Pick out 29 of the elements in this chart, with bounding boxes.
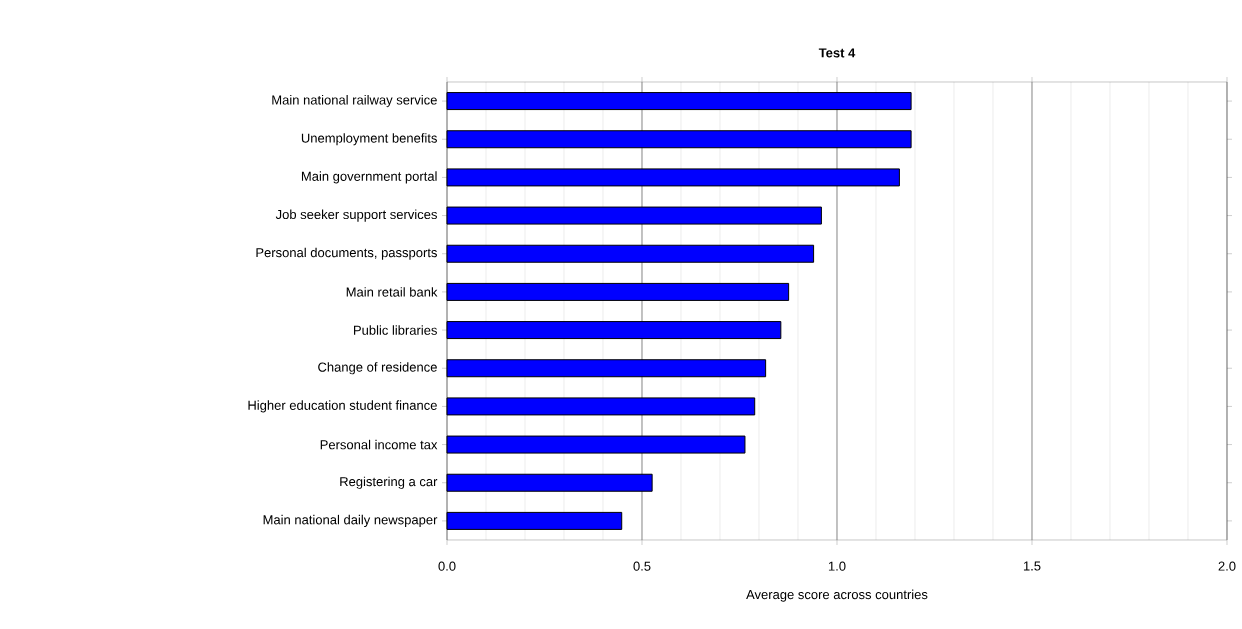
bar <box>446 473 653 492</box>
y-tick-label: Job seeker support services <box>275 209 437 222</box>
bar <box>446 282 790 301</box>
x-tick-label: 1.5 <box>1023 561 1041 571</box>
y-tick-label: Main retail bank <box>346 287 438 297</box>
x-tick-label: 2.0 <box>1218 561 1236 571</box>
y-tick-label: Main national railway service <box>272 95 437 108</box>
x-tick-label: 1.0 <box>828 561 846 571</box>
y-tick-label: Public libraries <box>354 325 437 335</box>
y-tick-label: Main national daily newspaper <box>263 514 438 527</box>
bar <box>446 359 767 378</box>
y-tick-label: Main government portal <box>301 171 437 184</box>
x-axis-title: Average score across countries <box>746 589 928 602</box>
x-tick-label: 0.0 <box>438 561 456 571</box>
y-tick-label: Higher education student finance <box>248 400 437 413</box>
chart-title: Test 4 <box>818 48 856 58</box>
bar <box>446 321 782 340</box>
bar <box>446 397 756 416</box>
bar <box>446 244 815 263</box>
y-tick-label: Change of residence <box>318 362 437 375</box>
x-tick-label: 0.5 <box>633 561 651 571</box>
bar <box>446 435 746 454</box>
bar <box>446 206 822 225</box>
y-tick-label: Personal documents, passports <box>256 247 437 260</box>
bar <box>446 168 900 187</box>
y-tick-label: Personal income tax <box>320 439 438 450</box>
y-tick-label: Registering a car <box>340 476 438 489</box>
bar <box>446 130 912 149</box>
y-tick-label: Unemployment benefits <box>301 133 437 146</box>
